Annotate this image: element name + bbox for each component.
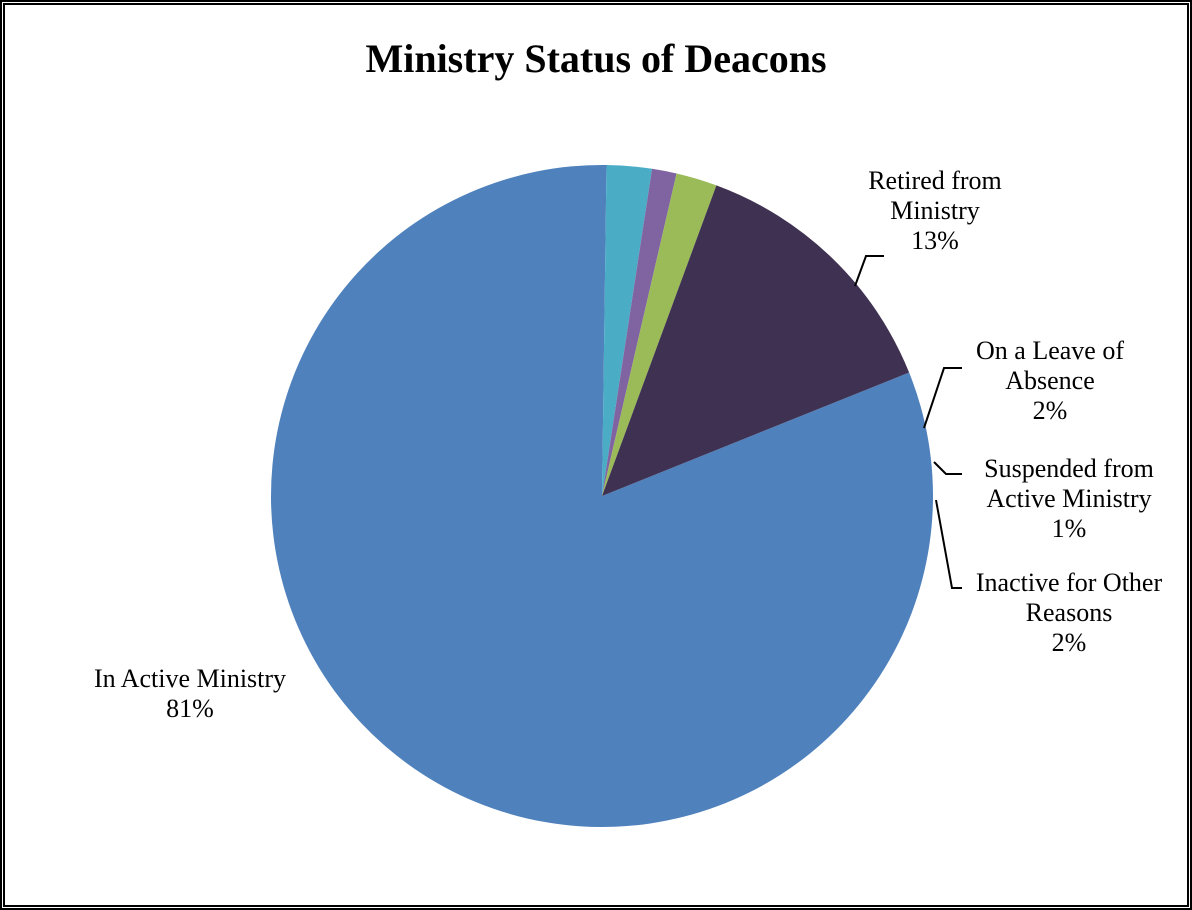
label-line: Retired from [868,166,1002,195]
label-pct: 2% [1032,396,1068,425]
label-in-active-ministry: In Active Ministry 81% [70,664,310,724]
leader-line-1 [923,367,962,429]
label-pct: 13% [911,226,959,255]
label-line: On a Leave of [976,336,1124,365]
label-line: Active Ministry [986,484,1152,513]
label-pct: 1% [1051,514,1087,543]
leader-line-0 [854,255,884,287]
label-line: Ministry [890,196,980,225]
pie-slice-2 [602,168,677,496]
label-line: Absence [1005,366,1095,395]
chart-title: Ministry Status of Deacons [365,36,827,81]
label-suspended-active-ministry: Suspended from Active Ministry 1% [958,454,1180,544]
leader-line-3 [935,499,962,589]
pie-slice-3 [602,173,717,496]
label-line: Suspended from [984,454,1154,483]
label-line: In Active Ministry [93,664,287,693]
label-line: Reasons [1025,598,1113,627]
label-line: Inactive for Other [975,568,1163,597]
pie-slice-0 [270,164,933,827]
label-pct: 2% [1051,628,1087,657]
pie-slice-1 [602,165,653,496]
label-inactive-other-reasons: Inactive for Other Reasons 2% [960,568,1178,658]
label-pct: 81% [166,694,214,723]
label-leave-of-absence: On a Leave of Absence 2% [950,336,1150,426]
pie-slice-4 [602,185,910,496]
leader-line-2 [933,461,962,475]
label-retired-from-ministry: Retired from Ministry 13% [840,166,1030,256]
